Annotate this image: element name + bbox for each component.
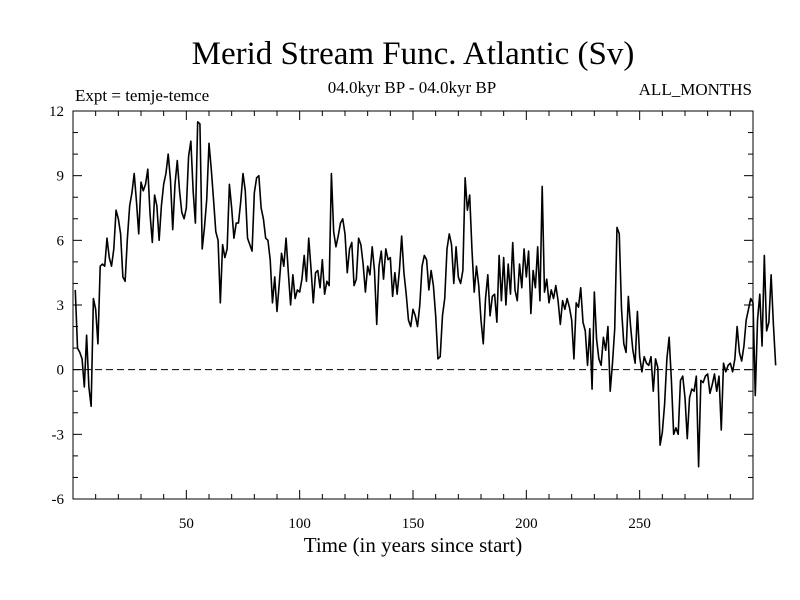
y-tick-label: 6 <box>57 233 65 249</box>
y-tick-label: 0 <box>57 363 65 379</box>
y-tick-label: -6 <box>52 492 65 508</box>
x-tick-label: 150 <box>402 516 425 532</box>
chart-subtitle-experiment: Expt = temje-temce <box>75 86 209 105</box>
x-axis-label: Time (in years since start) <box>304 533 523 557</box>
x-tick-label: 200 <box>515 516 538 532</box>
chart-subtitle-period: 04.0kyr BP - 04.0kyr BP <box>328 78 496 97</box>
y-tick-label: 9 <box>57 169 65 185</box>
y-tick-label: 3 <box>57 298 65 314</box>
x-tick-label: 250 <box>628 516 651 532</box>
chart-title: Merid Stream Func. Atlantic (Sv) <box>192 36 635 72</box>
axis-ticks <box>73 111 753 499</box>
chart-subtitle-months: ALL_MONTHS <box>639 80 752 99</box>
series-group <box>74 120 777 468</box>
y-tick-label: -3 <box>52 427 65 443</box>
y-tick-labels: -6 -3 0 3 6 9 12 <box>49 104 65 508</box>
x-tick-label: 100 <box>288 516 311 532</box>
y-tick-label: 12 <box>49 104 64 120</box>
series-line <box>74 120 777 468</box>
x-tick-label: 50 <box>179 516 194 532</box>
x-tick-labels: 50 100 150 200 250 <box>179 516 651 532</box>
plot-frame <box>72 110 754 500</box>
